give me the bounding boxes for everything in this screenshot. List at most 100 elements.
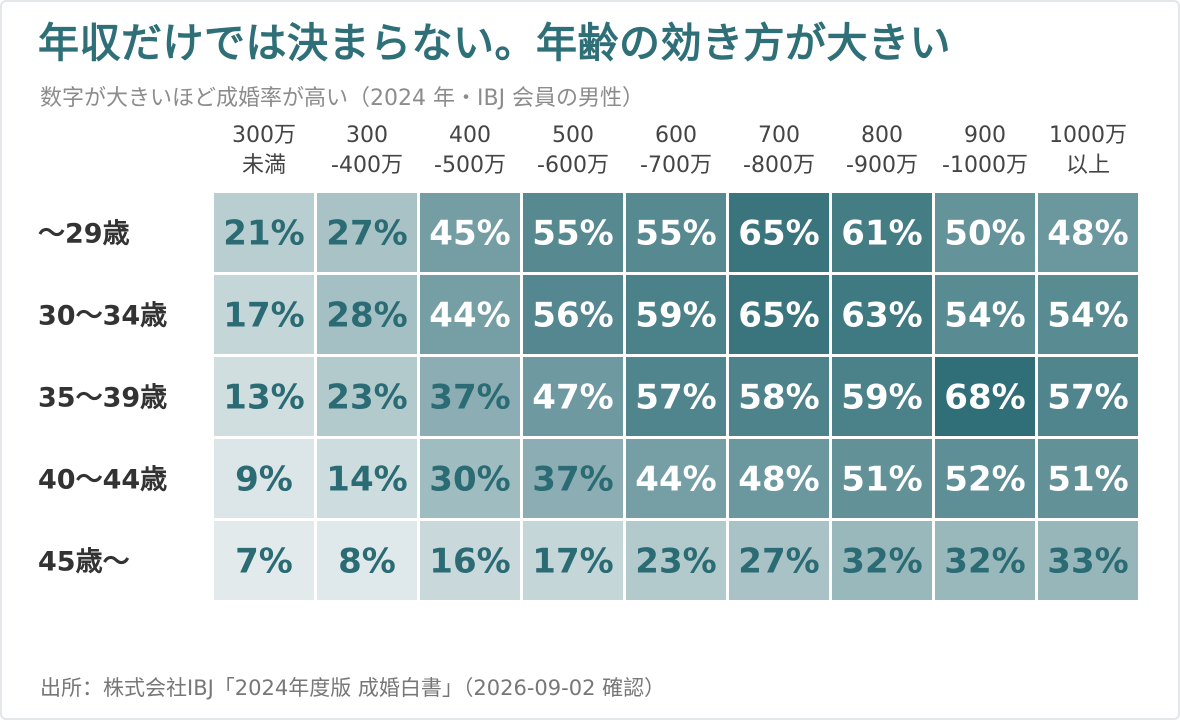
column-label: -1000万: [942, 153, 1028, 178]
heatmap-cell: [729, 357, 829, 436]
heatmap-cell: [832, 439, 932, 518]
cell-value-label: 48%: [738, 460, 819, 500]
cell-value-label: 65%: [738, 296, 819, 336]
cell-value-label: 28%: [326, 296, 407, 336]
heatmap-cell: [317, 193, 417, 272]
heatmap-cell: [935, 193, 1035, 272]
heatmap-cell: [317, 357, 417, 436]
cell-value-label: 44%: [635, 460, 716, 500]
heatmap-cell: [626, 193, 726, 272]
cell-value-label: 55%: [532, 214, 613, 254]
heatmap-cell: [729, 521, 829, 600]
column-label: -400万: [331, 153, 403, 178]
cell-value-label: 14%: [326, 460, 407, 500]
heatmap-cell: [523, 521, 623, 600]
heatmap-cell: [626, 439, 726, 518]
heatmap-cell: [1038, 275, 1138, 354]
cell-value-label: 30%: [429, 460, 510, 500]
column-label: -700万: [640, 153, 712, 178]
column-label: -500万: [434, 153, 506, 178]
cell-value-label: 23%: [635, 542, 716, 582]
heatmap-cell: [832, 193, 932, 272]
column-label: 300万: [232, 123, 296, 148]
cell-value-label: 33%: [1047, 542, 1128, 582]
cell-value-label: 54%: [1047, 296, 1128, 336]
column-label: 1000万: [1049, 123, 1127, 148]
cell-value-label: 57%: [1047, 378, 1128, 418]
heatmap-cell: [729, 275, 829, 354]
cell-value-label: 32%: [841, 542, 922, 582]
cell-value-label: 23%: [326, 378, 407, 418]
cell-value-label: 65%: [738, 214, 819, 254]
cell-value-label: 47%: [532, 378, 613, 418]
column-label: 600: [655, 123, 697, 148]
column-label: 400: [449, 123, 491, 148]
heatmap-cell: [626, 275, 726, 354]
cell-value-label: 21%: [223, 214, 304, 254]
heatmap-cell: [317, 439, 417, 518]
cell-value-label: 57%: [635, 378, 716, 418]
heatmap-cell: [729, 439, 829, 518]
cell-value-label: 16%: [429, 542, 510, 582]
cell-value-label: 7%: [235, 542, 293, 582]
heatmap-cell: [626, 521, 726, 600]
column-label: -800万: [743, 153, 815, 178]
column-label: 900: [964, 123, 1006, 148]
heatmap-cell: [1038, 439, 1138, 518]
cell-value-label: 50%: [944, 214, 1025, 254]
row-label: 45歳〜: [38, 547, 130, 578]
heatmap-cell: [214, 439, 314, 518]
column-label: -600万: [537, 153, 609, 178]
cell-value-label: 51%: [1047, 460, 1128, 500]
heatmap-cell: [935, 521, 1035, 600]
column-label: -900万: [846, 153, 918, 178]
heatmap-cell: [317, 521, 417, 600]
cell-value-label: 17%: [532, 542, 613, 582]
heatmap-cell: [523, 193, 623, 272]
row-label: 35〜39歳: [38, 383, 167, 414]
heatmap-cell: [317, 275, 417, 354]
heatmap-cell: [214, 521, 314, 600]
column-label: 800: [861, 123, 903, 148]
cell-value-label: 68%: [944, 378, 1025, 418]
heatmap-cell: [214, 357, 314, 436]
cell-value-label: 55%: [635, 214, 716, 254]
heatmap-cell: [420, 275, 520, 354]
cell-value-label: 27%: [326, 214, 407, 254]
cell-value-label: 44%: [429, 296, 510, 336]
heatmap-cell: [935, 275, 1035, 354]
heatmap-cell: [935, 439, 1035, 518]
heatmap-cell: [832, 357, 932, 436]
cell-value-label: 56%: [532, 296, 613, 336]
heatmap-cell: [935, 357, 1035, 436]
heatmap-cell: [729, 193, 829, 272]
heatmap-cell: [214, 193, 314, 272]
chart-subtitle: 数字が大きいほど成婚率が高い（2024 年・IBJ 会員の男性）: [40, 86, 645, 111]
heatmap-cell: [420, 439, 520, 518]
column-label: 500: [552, 123, 594, 148]
heatmap-cell: [420, 357, 520, 436]
chart-title: 年収だけでは決まらない。年齢の効き方が大きい: [38, 19, 951, 67]
cell-value-label: 58%: [738, 378, 819, 418]
heatmap-cell: [1038, 521, 1138, 600]
heatmap-cell: [1038, 193, 1138, 272]
heatmap-cell: [523, 439, 623, 518]
row-label: 40〜44歳: [38, 465, 167, 496]
cell-value-label: 32%: [944, 542, 1025, 582]
cell-value-label: 45%: [429, 214, 510, 254]
cell-value-label: 27%: [738, 542, 819, 582]
source-note: 出所：株式会社IBJ「2024年度版 成婚白書」（2026-09-02 確認）: [40, 676, 666, 700]
cell-value-label: 9%: [235, 460, 293, 500]
heatmap-cell: [1038, 357, 1138, 436]
cell-value-label: 13%: [223, 378, 304, 418]
cell-value-label: 52%: [944, 460, 1025, 500]
heatmap-cell: [523, 357, 623, 436]
cell-value-label: 63%: [841, 296, 922, 336]
cell-value-label: 8%: [338, 542, 396, 582]
heatmap-cell: [626, 357, 726, 436]
heatmap-cell: [214, 275, 314, 354]
column-label: 700: [758, 123, 800, 148]
cell-value-label: 54%: [944, 296, 1025, 336]
heatmap-cell: [420, 193, 520, 272]
